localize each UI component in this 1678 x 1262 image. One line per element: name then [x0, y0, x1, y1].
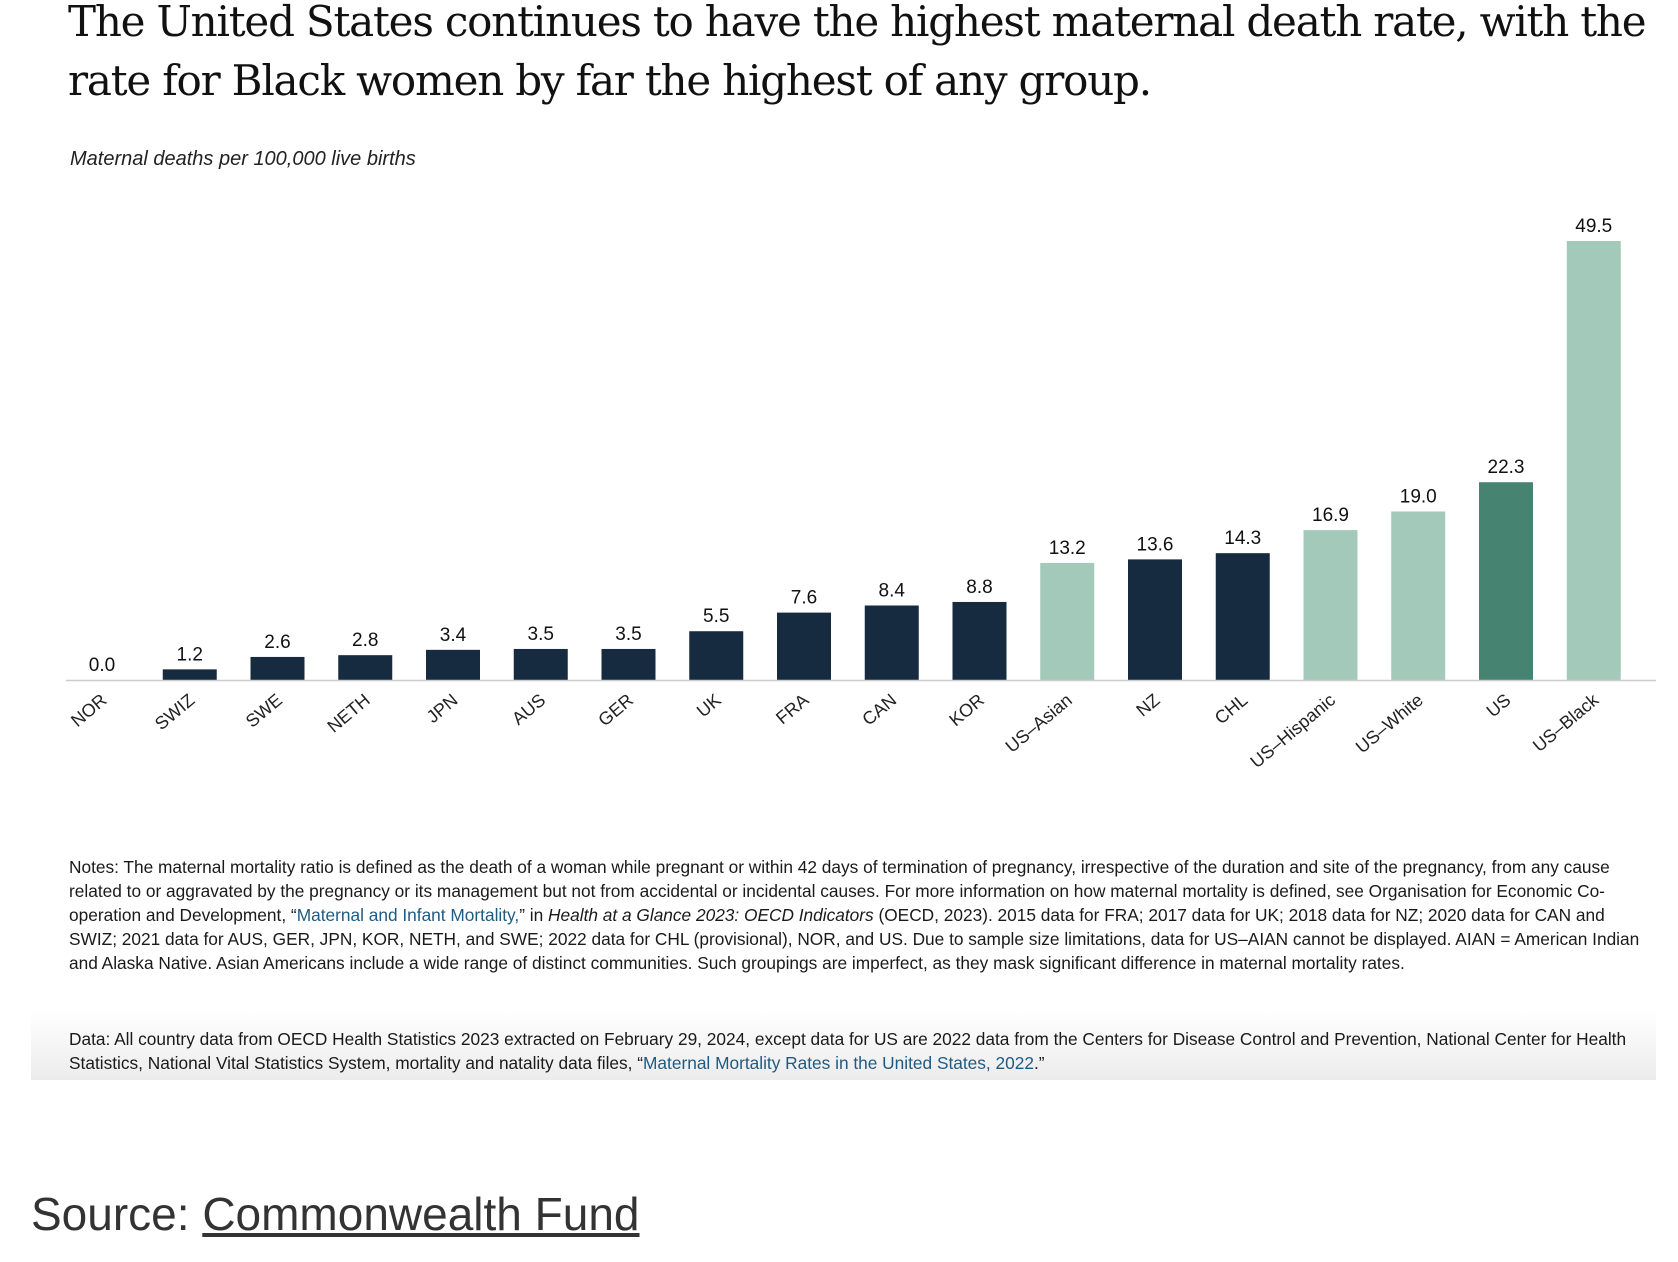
value-label-kor: 8.8 — [966, 577, 992, 598]
source-line: Source: Commonwealth Fund — [31, 1188, 640, 1240]
tick-label-us-hispanic: US–Hispanic — [1247, 690, 1340, 772]
notes-text: Notes: The maternal mortality ratio is d… — [69, 857, 1640, 973]
tick-label-us: US — [1483, 690, 1515, 721]
value-label-us-asian: 13.2 — [1049, 538, 1086, 559]
bar-swe — [250, 656, 305, 680]
value-label-fra: 7.6 — [791, 588, 817, 609]
tick-label-kor: KOR — [945, 690, 988, 730]
tick-label-us-black: US–Black — [1529, 689, 1603, 756]
bar-swiz — [162, 669, 217, 680]
bar-us-hispanic — [1303, 530, 1358, 680]
value-label-jpn: 3.4 — [440, 625, 467, 646]
bar-uk — [689, 631, 744, 680]
value-label-aus: 3.5 — [528, 624, 554, 645]
tick-label-swe: SWE — [242, 690, 286, 732]
bar-kor — [952, 601, 1007, 680]
value-label-chl: 14.3 — [1224, 528, 1261, 549]
tick-labels-group: NOR SWIZ SWE NETH JPN AUS GER UK FRA CAN KOR US–Asi… — [67, 689, 1603, 772]
tick-label-neth: NETH — [323, 690, 373, 737]
bar-can — [864, 605, 919, 680]
bar-fra — [777, 612, 831, 680]
maternal-infant-mortality-link[interactable]: Maternal and Infant Mortality, — [296, 905, 520, 925]
data-source-text: Data: All country data from OECD Health … — [69, 1029, 1627, 1073]
bar-us-white — [1391, 511, 1446, 680]
value-label-nor: 0.0 — [89, 655, 115, 676]
tick-label-jpn: JPN — [423, 690, 462, 727]
bar-chart: 0.0 1.2 2.6 2.8 3.4 3.5 3.5 5.5 7.6 8.4 8.8 13.2 13.… — [66, 216, 1656, 772]
bar-jpn — [426, 649, 480, 680]
tick-label-aus: AUS — [508, 690, 549, 729]
tick-label-can: CAN — [858, 690, 900, 730]
commonwealth-fund-link[interactable]: Commonwealth Fund — [202, 1188, 640, 1240]
bars-group: 0.0 1.2 2.6 2.8 3.4 3.5 3.5 5.5 7.6 8.4 8.8 13.2 13.… — [89, 216, 1621, 680]
chart-title: The United States continues to have the … — [68, 0, 1647, 105]
bar-us-asian — [1040, 562, 1095, 680]
value-label-us-white: 19.0 — [1400, 486, 1437, 507]
chart-subtitle: Maternal deaths per 100,000 live births — [70, 148, 416, 170]
value-label-us: 22.3 — [1488, 457, 1525, 478]
value-label-uk: 5.5 — [703, 606, 729, 627]
bar-ger — [601, 648, 656, 680]
notes-background — [31, 846, 1656, 1080]
tick-label-us-white: US–White — [1352, 690, 1427, 757]
bar-nz — [1128, 559, 1182, 680]
value-label-swiz: 1.2 — [177, 644, 203, 665]
bar-us-black — [1566, 241, 1621, 680]
bar-aus — [513, 648, 568, 680]
bar-neth — [338, 655, 393, 680]
tick-label-uk: UK — [693, 690, 725, 721]
value-label-us-hispanic: 16.9 — [1312, 505, 1349, 526]
value-label-can: 8.4 — [879, 581, 906, 602]
tick-label-nz: NZ — [1132, 690, 1163, 721]
tick-label-swiz: SWIZ — [151, 690, 198, 734]
value-label-nz: 13.6 — [1137, 534, 1174, 555]
tick-label-chl: CHL — [1211, 690, 1251, 728]
bar-us — [1479, 482, 1533, 680]
tick-label-nor: NOR — [67, 690, 110, 731]
maternal-mortality-rates-link[interactable]: Maternal Mortality Rates in the United S… — [643, 1053, 1034, 1073]
tick-label-fra: FRA — [772, 690, 812, 728]
value-label-us-black: 49.5 — [1575, 216, 1612, 237]
value-label-ger: 3.5 — [615, 624, 641, 645]
bar-chl — [1215, 553, 1270, 680]
tick-label-ger: GER — [594, 690, 637, 730]
tick-label-us-asian: US–Asian — [1002, 690, 1076, 757]
value-label-swe: 2.6 — [264, 632, 290, 653]
value-label-neth: 2.8 — [352, 630, 378, 651]
